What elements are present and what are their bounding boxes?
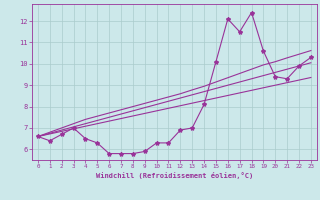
X-axis label: Windchill (Refroidissement éolien,°C): Windchill (Refroidissement éolien,°C) [96,172,253,179]
